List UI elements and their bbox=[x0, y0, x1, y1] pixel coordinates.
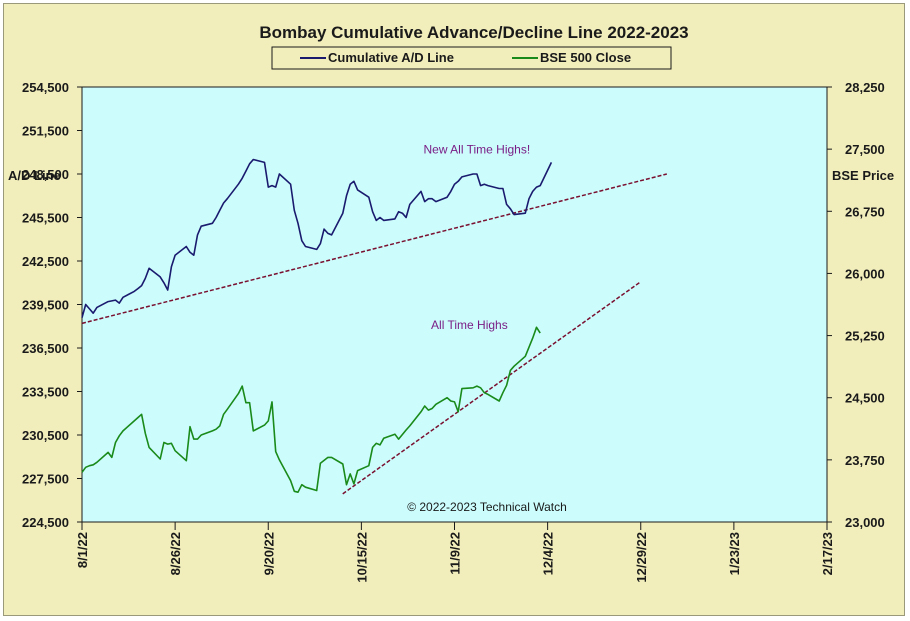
x-tick-label: 9/20/22 bbox=[261, 532, 276, 575]
left-axis-ticks: 224,500 227,500 230,500 233,500 236,500 239,5… bbox=[22, 80, 82, 530]
left-tick-label: 245,500 bbox=[22, 211, 69, 226]
legend: Cumulative A/D Line BSE 500 Close bbox=[271, 46, 672, 70]
right-axis-ticks: 23,000 23,750 24,500 25,250 26,000 26,750 27,5… bbox=[827, 80, 885, 530]
right-axis-label: BSE Price bbox=[832, 168, 894, 183]
legend-label-ad-line: Cumulative A/D Line bbox=[328, 50, 454, 65]
left-axis-label: A/D Line bbox=[8, 168, 61, 183]
legend-label-bse: BSE 500 Close bbox=[540, 50, 631, 65]
annotation-2: All Time Highs bbox=[431, 318, 508, 332]
right-tick-label: 27,500 bbox=[845, 142, 885, 157]
x-tick-label: 8/1/22 bbox=[75, 532, 90, 568]
right-tick-label: 24,500 bbox=[845, 391, 885, 406]
right-tick-label: 28,250 bbox=[845, 80, 885, 95]
trendline-2 bbox=[342, 281, 642, 495]
left-tick-label: 248,500 bbox=[22, 167, 69, 182]
right-tick-label: 26,000 bbox=[845, 266, 885, 281]
x-axis-ticks: 8/1/22 8/26/22 9/20/22 10/15/22 11/9/22 12/4/… bbox=[75, 522, 835, 583]
x-tick-label: 12/29/22 bbox=[634, 532, 649, 583]
left-tick-label: 227,500 bbox=[22, 472, 69, 487]
ad-line-series bbox=[81, 158, 553, 318]
trendline-1 bbox=[81, 173, 668, 325]
x-tick-label: 8/26/22 bbox=[168, 532, 183, 575]
left-tick-label: 233,500 bbox=[22, 385, 69, 400]
right-tick-label: 26,750 bbox=[845, 204, 885, 219]
trendlines bbox=[81, 173, 668, 495]
x-tick-label: 12/4/22 bbox=[541, 532, 556, 575]
left-tick-label: 254,500 bbox=[22, 80, 69, 95]
left-tick-label: 230,500 bbox=[22, 428, 69, 443]
right-tick-label: 23,750 bbox=[845, 453, 885, 468]
left-tick-label: 224,500 bbox=[22, 515, 69, 530]
right-tick-label: 25,250 bbox=[845, 329, 885, 344]
annotation-1: New All Time Highs! bbox=[423, 143, 530, 157]
x-tick-label: 10/15/22 bbox=[354, 532, 369, 583]
left-tick-label: 236,500 bbox=[22, 341, 69, 356]
x-tick-label: 1/23/23 bbox=[727, 532, 742, 575]
annotations: New All Time Highs! All Time Highs bbox=[423, 143, 530, 332]
left-tick-label: 239,500 bbox=[22, 298, 69, 313]
copyright-footnote: © 2022-2023 Technical Watch bbox=[407, 500, 567, 514]
series-lines bbox=[81, 158, 553, 494]
legend-box bbox=[271, 46, 672, 70]
left-tick-label: 251,500 bbox=[22, 124, 69, 139]
left-tick-label: 242,500 bbox=[22, 254, 69, 269]
bse-close-series bbox=[81, 326, 541, 494]
right-tick-label: 23,000 bbox=[845, 515, 885, 530]
x-tick-label: 11/9/22 bbox=[448, 532, 463, 575]
chart-title: Bombay Cumulative Advance/Decline Line 2… bbox=[259, 23, 688, 42]
x-tick-label: 2/17/23 bbox=[820, 532, 835, 575]
